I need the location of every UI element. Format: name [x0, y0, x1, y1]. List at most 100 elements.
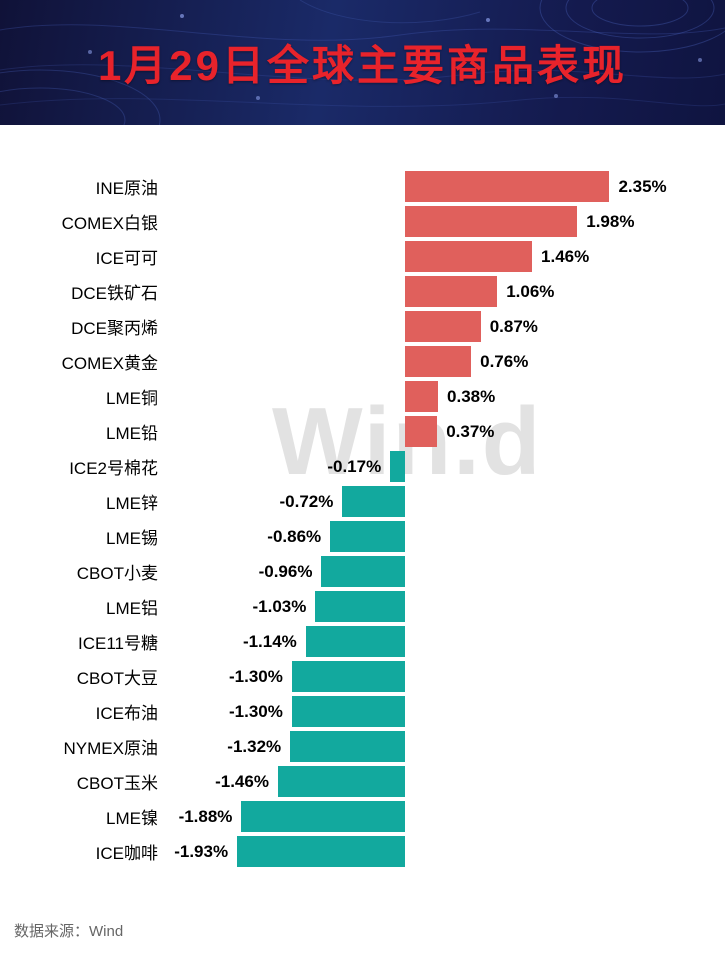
header-banner: 1月29日全球主要商品表现 — [0, 0, 725, 125]
bar-negative — [342, 486, 405, 517]
value-label: -0.17% — [327, 456, 382, 476]
bar-positive — [405, 276, 498, 307]
value-label: -1.30% — [229, 666, 283, 686]
plot-area: -0.72% — [170, 484, 725, 519]
bar-negative — [277, 766, 405, 797]
plot-area: -1.93% — [170, 834, 725, 869]
value-label: -1.14% — [242, 631, 297, 651]
page-title: 1月29日全球主要商品表现 — [97, 42, 628, 89]
value-label: -1.30% — [229, 701, 283, 721]
category-label: NYMEX原油 — [63, 739, 158, 758]
category-label: DCE铁矿石 — [71, 284, 158, 303]
plot-area: 0.38% — [170, 379, 725, 414]
chart-row: LME铜 0.38% — [0, 379, 725, 414]
data-source-label: 数据来源：Wind — [14, 922, 124, 940]
category-label: ICE可可 — [95, 249, 158, 268]
value-label: 2.35% — [618, 176, 667, 196]
bar-chart: Win.d INE原油2.35%COMEX白银1.98%ICE可可1.46%DC… — [0, 169, 725, 869]
bar-negative — [305, 626, 405, 657]
plot-area: -0.86% — [170, 519, 725, 554]
value-label: 0.87% — [489, 316, 538, 336]
category-label: CBOT大豆 — [76, 669, 158, 688]
plot-area: 0.37% — [170, 414, 725, 449]
chart-row: LME锡 -0.86% — [0, 519, 725, 554]
chart-row: LME铝 -1.03% — [0, 589, 725, 624]
category-label: COMEX白银 — [61, 214, 158, 233]
bar-negative — [330, 521, 405, 552]
chart-row: DCE聚丙烯 0.87% — [0, 309, 725, 344]
category-label: CBOT小麦 — [76, 564, 158, 583]
plot-area: 0.87% — [170, 309, 725, 344]
value-label: -0.96% — [258, 561, 313, 581]
chart-row: LME铅 0.37% — [0, 414, 725, 449]
chart-row: COMEX黄金 0.76% — [0, 344, 725, 379]
plot-area: -0.17% — [170, 449, 725, 484]
footer: 数据来源：Wind — [0, 906, 725, 954]
contour-pattern-decoration — [0, 0, 725, 125]
chart-row: LME镍 -1.88% — [0, 799, 725, 834]
bar-negative — [237, 836, 405, 867]
chart-row: NYMEX原油 -1.32% — [0, 729, 725, 764]
bar-positive — [405, 381, 439, 412]
bar-positive — [405, 416, 438, 447]
value-label: -1.32% — [227, 736, 282, 756]
category-label: LME铝 — [106, 599, 158, 618]
bar-positive — [405, 311, 481, 342]
bar-negative — [291, 661, 405, 692]
value-label: -0.86% — [267, 526, 322, 546]
bar-positive — [405, 171, 610, 202]
category-label: COMEX黄金 — [61, 354, 158, 373]
chart-row: ICE咖啡 -1.93% — [0, 834, 725, 869]
category-label: ICE布油 — [95, 704, 158, 723]
value-label: 1.46% — [541, 246, 590, 266]
value-label: 0.38% — [447, 386, 496, 406]
chart-row: ICE11号糖 -1.14% — [0, 624, 725, 659]
plot-area: 1.06% — [170, 274, 725, 309]
value-label: -1.03% — [252, 596, 307, 616]
plot-area: 0.76% — [170, 344, 725, 379]
chart-row: LME锌 -0.72% — [0, 484, 725, 519]
bar-negative — [291, 696, 405, 727]
category-label: ICE2号棉花 — [69, 459, 158, 478]
chart-row: CBOT大豆 -1.30% — [0, 659, 725, 694]
plot-area: -1.32% — [170, 729, 725, 764]
category-label: INE原油 — [95, 179, 158, 198]
category-label: DCE聚丙烯 — [71, 319, 158, 338]
chart-row: COMEX白银 1.98% — [0, 204, 725, 239]
plot-area: -1.46% — [170, 764, 725, 799]
category-label: LME锡 — [106, 529, 158, 548]
chart-row: ICE2号棉花 -0.17% — [0, 449, 725, 484]
plot-area: 2.35% — [170, 169, 725, 204]
category-label: LME锌 — [106, 494, 158, 513]
plot-area: -1.88% — [170, 799, 725, 834]
plot-area: -1.30% — [170, 659, 725, 694]
bar-negative — [315, 591, 405, 622]
plot-area: 1.98% — [170, 204, 725, 239]
value-label: 0.76% — [480, 351, 529, 371]
bar-positive — [405, 346, 472, 377]
value-label: 0.37% — [446, 421, 495, 441]
plot-area: -0.96% — [170, 554, 725, 589]
bar-negative — [321, 556, 405, 587]
chart-row: CBOT小麦 -0.96% — [0, 554, 725, 589]
category-label: ICE咖啡 — [95, 844, 158, 863]
value-label: -1.46% — [215, 771, 269, 791]
chart-row: ICE布油 -1.30% — [0, 694, 725, 729]
plot-area: 1.46% — [170, 239, 725, 274]
category-label: LME铜 — [106, 389, 158, 408]
category-label: CBOT玉米 — [76, 774, 158, 793]
bar-positive — [405, 241, 533, 272]
value-label: 1.98% — [586, 211, 635, 231]
chart-row: CBOT玉米 -1.46% — [0, 764, 725, 799]
value-label: 1.06% — [506, 281, 555, 301]
chart-row: DCE铁矿石 1.06% — [0, 274, 725, 309]
category-label: ICE11号糖 — [78, 634, 158, 653]
plot-area: -1.30% — [170, 694, 725, 729]
bar-positive — [405, 206, 578, 237]
category-label: LME镍 — [106, 809, 158, 828]
chart-row: INE原油 2.35% — [0, 169, 725, 204]
value-label: -1.93% — [174, 841, 229, 861]
value-label: -1.88% — [178, 806, 233, 826]
bar-negative — [390, 451, 405, 482]
